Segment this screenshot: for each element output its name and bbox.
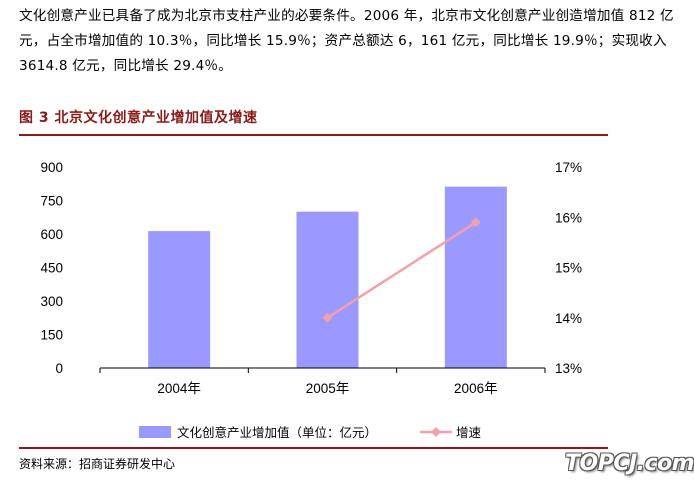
x-tick-label: 2005年	[306, 381, 350, 396]
x-tick-label: 2004年	[157, 381, 201, 396]
y-right-tick-label: 14%	[555, 311, 582, 326]
y-left-tick-label: 750	[40, 194, 63, 209]
y-left-tick-label: 600	[40, 227, 63, 242]
legend-label-bar: 文化创意产业增加值（单位：亿元）	[177, 425, 377, 440]
legend-swatch-marker	[431, 427, 441, 437]
figure-top-rule	[19, 134, 608, 136]
source-note: 资料来源：招商证券研发中心	[19, 457, 176, 471]
y-right-tick-label: 17%	[555, 160, 582, 175]
intro-paragraph: 文化创意产业已具备了成为北京市支柱产业的必要条件。2006 年，北京市文化创意产…	[19, 8, 674, 74]
growth-line	[326, 221, 477, 319]
legend-swatch-bar	[139, 426, 171, 438]
figure-bottom-rule	[19, 447, 608, 449]
bar-value-3	[444, 186, 507, 368]
y-left-tick-label: 300	[40, 294, 63, 309]
legend-label-line: 增速	[456, 425, 482, 440]
chart: 900 750 600 450 300 150 0 17% 16% 15% 14% 13% 2004年 2…	[40, 160, 582, 440]
watermark-logo: TOPCJ.com	[565, 451, 694, 476]
x-tick-label: 2006年	[454, 381, 498, 396]
bar-value-2	[296, 211, 359, 368]
y-right-tick-label: 15%	[555, 261, 582, 276]
y-left-tick-label: 0	[55, 361, 63, 376]
y-left-tick-label: 150	[40, 328, 63, 343]
bar-value-1	[148, 231, 211, 368]
y-left-tick-label: 450	[40, 261, 63, 276]
y-right-tick-label: 16%	[555, 210, 582, 225]
figure-title: 图 3 北京文化创意产业增加值及增速	[19, 110, 258, 126]
y-left-tick-label: 900	[40, 160, 63, 175]
y-right-tick-label: 13%	[555, 361, 582, 376]
